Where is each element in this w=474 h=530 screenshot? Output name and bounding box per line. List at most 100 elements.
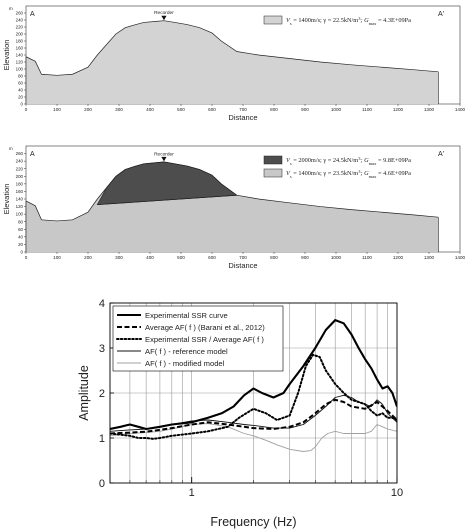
legend-text-part: max: [369, 174, 377, 179]
legend: Experimental SSR curve Average AF( f ) (B…: [112, 305, 284, 372]
y-tick-label: 180: [16, 39, 24, 44]
x-tick-label: 1100: [362, 107, 372, 112]
recorder-label: Recorder: [154, 151, 174, 157]
legend-text-part: ; G: [360, 170, 369, 177]
x-tick-label: 600: [208, 255, 216, 260]
x-tick-label: 10: [391, 487, 403, 499]
legend-label-2: Average AF( f ) (Barani et al., 2012): [145, 323, 265, 332]
recorder-marker: [161, 15, 167, 21]
x-tick-label: 100: [53, 255, 61, 260]
recorder-label: Recorder: [154, 10, 174, 16]
corner-label-left: A: [30, 11, 35, 18]
x-tick-label: 1400: [455, 255, 466, 260]
y-tick-label: 200: [16, 174, 24, 179]
x-tick-label: 500: [177, 107, 185, 112]
x-tick-label: 0: [25, 107, 28, 112]
legend-text-part: ; G: [360, 157, 369, 164]
y-tick-label: 220: [16, 25, 24, 30]
y-axis-label: Elevation: [2, 40, 11, 71]
legend-text-part: max: [369, 161, 377, 166]
x-tick-label: 1300: [424, 255, 435, 260]
amplitude-chart: 0 1 2 3 4 1 10 Frequency (Hz) Amplitude Experimen…: [77, 298, 403, 529]
cross-section-2: 0 100 200 300 400 500 600 700 800 900 1000 1100 1200…: [2, 145, 466, 270]
y-tick-label: 240: [16, 159, 24, 164]
x-tick-label: 1300: [424, 107, 435, 112]
x-tick-label: 900: [301, 255, 309, 260]
ground-surface: [25, 20, 439, 76]
x-tick-label: 400: [146, 255, 154, 260]
y-tick-label: 20: [18, 95, 23, 100]
y-tick-label: 40: [18, 88, 23, 93]
y-tick-label: 2: [99, 388, 105, 400]
x-tick-label: 400: [146, 107, 154, 112]
corner-label-right: A': [438, 151, 444, 158]
x-tick-label: 1000: [331, 107, 342, 112]
x-tick-label: 1000: [331, 255, 342, 260]
x-tick-label: 200: [84, 107, 92, 112]
ground-surface: [25, 161, 439, 222]
y-axis-label: Amplitude: [77, 365, 91, 421]
x-tick-label: 0: [25, 255, 28, 260]
x-tick-label: 800: [270, 107, 278, 112]
x-tick-label: 200: [84, 255, 92, 260]
x-tick-label: 700: [239, 255, 247, 260]
legend-text-part: 3: [358, 16, 361, 21]
legend-text-part: V: [286, 17, 291, 24]
y-tick-label: 0: [21, 102, 24, 107]
series-line-3: [110, 353, 397, 440]
y-tick-label: 180: [16, 181, 24, 186]
legend-label-3: Experimental SSR / Average AF( f ): [145, 335, 264, 344]
y-tick-label: 1: [99, 433, 105, 445]
legend-text-part: = 9.8E+09Pa: [376, 157, 411, 164]
y-tick-label: 140: [16, 53, 24, 58]
legend-text-part: ; G: [360, 17, 369, 24]
legend-swatch: [263, 155, 283, 165]
legend-label-1: Experimental SSR curve: [145, 311, 228, 320]
x-tick-label: 1200: [393, 255, 404, 260]
legend-text-part: s: [290, 21, 292, 26]
legend-label: Vs = 1400m/s; γ = 23.5kN/m3; Gmax = 4.6E…: [286, 169, 411, 179]
legend-text-part: s: [290, 174, 292, 179]
x-axis-label: Frequency (Hz): [210, 515, 296, 529]
legend-text-part: = 4.6E+09Pa: [376, 170, 411, 177]
y-tick-label: 4: [99, 298, 105, 310]
layer-interface: [97, 194, 237, 206]
legend-text-part: max: [369, 21, 377, 26]
x-tick-label: 1200: [393, 107, 404, 112]
legend-text-part: V: [286, 170, 291, 177]
y-tick-label: 120: [16, 204, 24, 209]
legend-text-part: = 4.3E+09Pa: [376, 17, 411, 24]
y-tick-label: 160: [16, 189, 24, 194]
legend-label: Vs = 1400m/s; γ = 22.5kN/m3; Gmax = 4.3E…: [286, 16, 411, 26]
x-tick-label: 500: [177, 255, 185, 260]
y-tick-label: 40: [18, 234, 23, 239]
y-tick-label: 160: [16, 46, 24, 51]
x-tick-label: 1400: [455, 107, 466, 112]
legend-text-part: 3: [358, 169, 361, 174]
legend-label: Vs = 2000m/s; γ = 24.5kN/m3; Gmax = 9.8E…: [286, 156, 411, 166]
y-tick-label: 0: [99, 478, 105, 490]
recorder-marker: [161, 156, 167, 162]
series-line-1: [110, 319, 397, 431]
corner-label-left: A: [30, 151, 35, 158]
corner-label-right: A': [438, 11, 444, 18]
legend-text-part: = 2000m/s; γ = 24.5kN/m: [292, 157, 359, 164]
legend-swatch: [263, 168, 283, 178]
x-tick-label: 900: [301, 107, 309, 112]
y-tick-label: 120: [16, 60, 24, 65]
x-axis-label: Distance: [228, 113, 257, 122]
y-unit-label: m: [9, 6, 13, 11]
x-tick-label: 300: [115, 255, 123, 260]
y-tick-label: 0: [21, 250, 24, 255]
legend-label-4: AF( f ) - reference model: [145, 347, 228, 356]
y-tick-label: 260: [16, 151, 24, 156]
y-axis-label: Elevation: [2, 184, 11, 215]
legend-text-part: 3: [358, 156, 361, 161]
cross-section-1: 0 100 200 300 400 500 600 700 800 900 1000 1100 1200…: [2, 5, 466, 122]
y-unit-label: m: [9, 146, 13, 151]
x-tick-label: 1100: [362, 255, 372, 260]
y-tick-label: 260: [16, 11, 24, 16]
y-tick-label: 80: [18, 219, 23, 224]
legend-text-part: V: [286, 157, 291, 164]
